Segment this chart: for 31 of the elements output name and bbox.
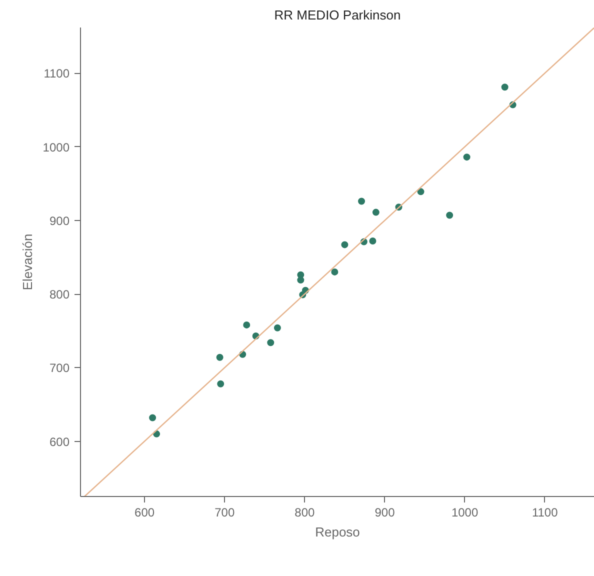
point — [446, 212, 454, 219]
point — [149, 414, 156, 422]
point — [217, 380, 224, 388]
y-tick-label: 900 — [49, 214, 70, 228]
x-axis-title: Reposo — [315, 524, 360, 540]
x-tick-label: 1000 — [451, 506, 478, 520]
point — [297, 276, 304, 284]
y-tick-label: 1000 — [42, 140, 70, 154]
y-tick-label: 1100 — [44, 66, 70, 81]
point — [243, 321, 250, 328]
point — [274, 324, 281, 332]
point — [463, 154, 470, 161]
y-tick-label: 600 — [49, 434, 70, 449]
point — [417, 188, 424, 196]
y-axis-title: Elevación — [20, 234, 35, 290]
y-tick-label: 700 — [49, 361, 70, 376]
point — [341, 241, 348, 248]
x-tick-label: 900 — [374, 506, 396, 520]
point — [501, 84, 508, 91]
point — [267, 339, 274, 346]
point — [331, 268, 338, 276]
point — [358, 198, 366, 205]
x-tick-label: 600 — [134, 506, 155, 520]
point — [372, 208, 380, 216]
point — [369, 238, 376, 245]
y-tick-label: 800 — [49, 288, 70, 302]
point — [216, 354, 224, 361]
x-tick-label: 700 — [214, 506, 235, 520]
chart-title: RR MEDIO Parkinson — [274, 8, 401, 22]
x-tick-label: 1100 — [532, 506, 558, 520]
x-tick-label: 800 — [294, 506, 316, 520]
